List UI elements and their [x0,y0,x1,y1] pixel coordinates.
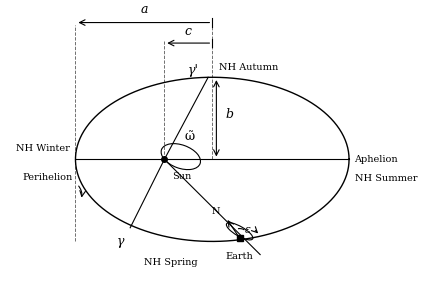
Text: N: N [212,207,220,216]
Text: NH Winter: NH Winter [16,144,70,153]
Text: c: c [185,25,192,38]
Text: NH Autumn: NH Autumn [219,63,279,72]
Text: b: b [226,108,234,121]
Text: a: a [140,3,148,16]
Text: γ': γ' [188,64,198,77]
Text: γ: γ [117,235,125,248]
Text: Perihelion: Perihelion [23,173,73,182]
Text: NH Spring: NH Spring [145,258,198,267]
Text: Earth: Earth [226,252,254,261]
Text: Aphelion: Aphelion [355,155,398,164]
Text: ω̃: ω̃ [185,130,195,143]
Text: ε: ε [245,225,251,235]
Text: Sun: Sun [173,172,192,181]
Text: NH Summer: NH Summer [355,174,417,183]
